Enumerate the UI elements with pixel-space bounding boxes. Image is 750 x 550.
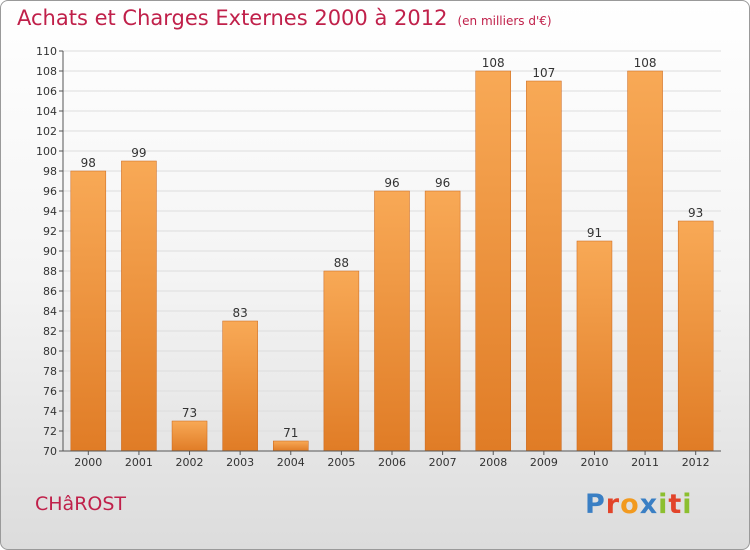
data-label-2012: 93 xyxy=(688,206,703,220)
bar-2010 xyxy=(576,240,613,452)
y-tick-label: 80 xyxy=(43,345,57,358)
x-tick-label-2005: 2005 xyxy=(327,456,355,469)
y-tick-label: 94 xyxy=(43,205,57,218)
labels-layer: 98 99 73 83 71 88 96 96 108 107 91 108 93 xyxy=(81,56,704,440)
data-label-2006: 96 xyxy=(384,176,399,190)
x-tick-label-2001: 2001 xyxy=(125,456,153,469)
logo-letter: o xyxy=(620,489,640,520)
data-label-2004: 71 xyxy=(283,426,298,440)
y-tick-label: 100 xyxy=(36,145,57,158)
bar-2004 xyxy=(273,440,309,452)
unit-note: (en milliers d'€) xyxy=(457,14,552,28)
y-tick-label: 82 xyxy=(43,325,57,338)
bar-2007 xyxy=(424,190,461,452)
logo-letter: i xyxy=(682,489,693,520)
bars-layer xyxy=(70,70,714,452)
y-tick-label: 76 xyxy=(43,385,57,398)
x-tick-label-2002: 2002 xyxy=(176,456,204,469)
logo-letter: r xyxy=(605,489,621,520)
bar-2008 xyxy=(475,70,511,452)
y-tick-label: 88 xyxy=(43,265,57,278)
bar-2011 xyxy=(627,70,663,452)
data-label-2009: 107 xyxy=(532,66,555,80)
bar-2012 xyxy=(677,220,714,452)
y-tick-label: 70 xyxy=(43,445,57,458)
x-tick-label-2012: 2012 xyxy=(682,456,710,469)
y-tick-label: 106 xyxy=(36,85,57,98)
x-tick-label-2007: 2007 xyxy=(429,456,457,469)
y-tick-label: 102 xyxy=(36,125,57,138)
data-label-2005: 88 xyxy=(334,256,349,270)
y-tick-label: 108 xyxy=(36,65,57,78)
logo-letter: x xyxy=(639,489,659,520)
y-tick-label: 78 xyxy=(43,365,57,378)
logo-letter: t xyxy=(668,489,683,520)
y-tick-label: 84 xyxy=(43,305,57,318)
bar-2002 xyxy=(171,420,208,452)
y-tick-label: 104 xyxy=(36,105,57,118)
data-label-2007: 96 xyxy=(435,176,450,190)
x-tick-label-2010: 2010 xyxy=(580,456,608,469)
y-tick-label: 74 xyxy=(43,405,57,418)
axis-layer: 70 72 74 76 78 80 82 84 86 88 90 92 94 96 98 100 102 104 1… xyxy=(36,45,721,469)
y-tick-label: 92 xyxy=(43,225,57,238)
bar-2006 xyxy=(374,190,410,452)
data-label-2011: 108 xyxy=(634,56,657,70)
y-tick-label: 72 xyxy=(43,425,57,438)
bar-2001 xyxy=(121,160,157,452)
data-label-2001: 99 xyxy=(131,146,146,160)
y-tick-label: 110 xyxy=(36,45,57,58)
y-tick-label: 86 xyxy=(43,285,57,298)
bar-2003 xyxy=(222,320,258,452)
bar-2005 xyxy=(323,270,360,452)
data-label-2008: 108 xyxy=(482,56,505,70)
data-label-2000: 98 xyxy=(81,156,96,170)
x-tick-label-2009: 2009 xyxy=(530,456,558,469)
chart-title: Achats et Charges Externes 2000 à 2012 (e… xyxy=(17,6,552,30)
title-text: Achats et Charges Externes 2000 à 2012 xyxy=(17,6,448,30)
y-tick-label: 98 xyxy=(43,165,57,178)
x-tick-label-2004: 2004 xyxy=(277,456,305,469)
y-tick-label: 90 xyxy=(43,245,57,258)
data-label-2010: 91 xyxy=(587,226,602,240)
data-label-2003: 83 xyxy=(233,306,248,320)
x-tick-label-2003: 2003 xyxy=(226,456,254,469)
x-tick-label-2000: 2000 xyxy=(74,456,102,469)
x-tick-label-2011: 2011 xyxy=(631,456,659,469)
commune-name: CHâROST xyxy=(35,493,127,515)
bar-2009 xyxy=(526,80,562,452)
bar-2000 xyxy=(70,170,107,452)
x-tick-label-2008: 2008 xyxy=(479,456,507,469)
x-tick-label-2006: 2006 xyxy=(378,456,406,469)
data-label-2002: 73 xyxy=(182,406,197,420)
y-tick-label: 96 xyxy=(43,185,57,198)
logo-letter: P xyxy=(585,489,606,520)
proxiti-logo: Proxiti xyxy=(585,489,693,520)
logo-letter: i xyxy=(658,489,669,520)
